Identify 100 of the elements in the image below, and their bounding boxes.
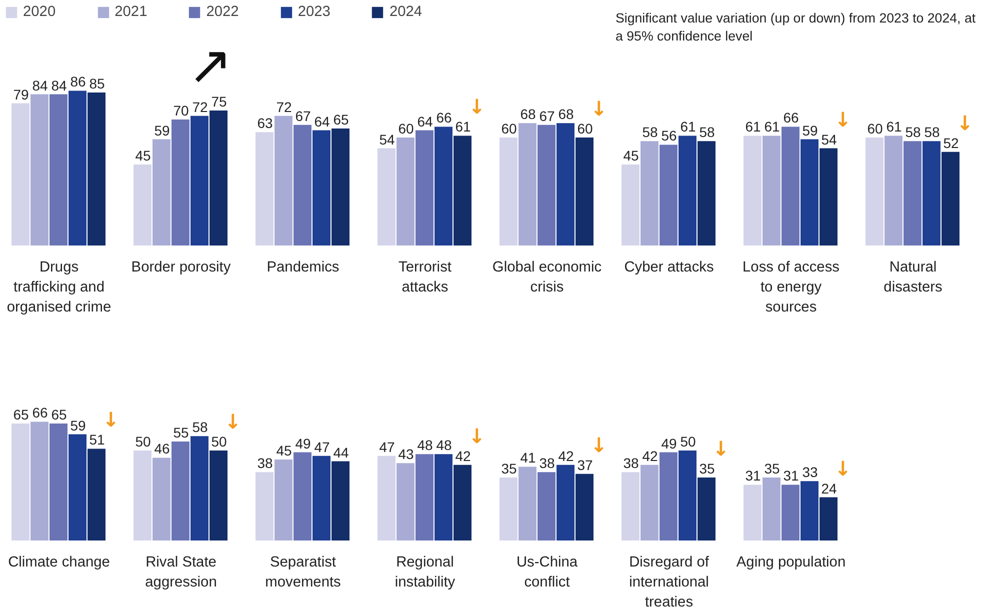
- data-label: 41: [520, 450, 536, 466]
- annotation: ↓: [468, 424, 486, 448]
- bar: [622, 164, 640, 246]
- bar: [640, 141, 658, 246]
- data-label: 49: [661, 435, 677, 452]
- data-label: 70: [173, 102, 189, 118]
- bar: [454, 136, 472, 246]
- bar: [396, 463, 414, 540]
- x-tick-label: Regional instability: [394, 554, 456, 590]
- data-label: 50: [211, 434, 227, 450]
- bar: [30, 94, 48, 246]
- bar: [256, 132, 274, 246]
- data-label: 66: [783, 110, 799, 126]
- bar: [538, 472, 556, 540]
- bar: [332, 128, 350, 246]
- data-label: 58: [905, 124, 921, 140]
- bar: [256, 472, 274, 540]
- annotation: ↓: [102, 408, 120, 432]
- bar: [152, 458, 170, 540]
- x-tick-label: Border porosity: [131, 260, 232, 276]
- bar: [294, 124, 312, 246]
- x-tick-label: Global economic crisis: [492, 260, 602, 296]
- bar: [782, 126, 800, 246]
- bar: [922, 141, 940, 246]
- data-label: 68: [558, 106, 574, 122]
- bar: [640, 464, 658, 540]
- annotation: ↓: [834, 107, 852, 132]
- data-label: 56: [661, 128, 677, 144]
- data-label: 46: [154, 440, 170, 457]
- data-label: 38: [539, 455, 555, 472]
- data-label: 86: [70, 74, 86, 90]
- data-label: 58: [642, 124, 658, 140]
- legend-label: 2021: [114, 4, 148, 20]
- data-label: 58: [192, 419, 208, 436]
- data-label: 60: [398, 120, 414, 136]
- data-label: 35: [764, 460, 780, 476]
- data-label: 58: [924, 124, 940, 140]
- data-label: 64: [314, 113, 330, 130]
- bar: [698, 478, 716, 540]
- bar: [678, 450, 696, 540]
- bar: [416, 130, 434, 246]
- data-label: 60: [501, 120, 517, 136]
- data-label: 84: [32, 77, 48, 94]
- bar: [866, 138, 884, 246]
- data-label: 66: [32, 404, 48, 421]
- x-tick-label: Cyber attacks: [624, 260, 714, 276]
- data-label: 72: [276, 98, 292, 115]
- bar: [50, 424, 68, 540]
- x-tick-label: Disregard of international treaties: [629, 554, 710, 610]
- data-label: 65: [333, 112, 349, 128]
- annotation: ↓: [834, 456, 852, 480]
- data-label: 64: [417, 113, 433, 130]
- data-label: 49: [295, 435, 311, 452]
- bar: [884, 136, 902, 246]
- data-label: 35: [501, 460, 517, 476]
- bar: [172, 120, 190, 246]
- text: Significant value variation (up or down) from 2023 to 2024, at a 95% confidence level: [616, 10, 976, 44]
- data-label: 61: [745, 118, 761, 135]
- annotation: ↓: [590, 432, 608, 457]
- bar: [274, 116, 292, 246]
- bar: [134, 164, 152, 246]
- data-label: 61: [455, 118, 471, 135]
- annotation: ↓: [956, 110, 974, 135]
- annotation: ↓: [224, 410, 242, 434]
- bar: [88, 448, 106, 540]
- bar: [556, 123, 574, 246]
- data-label: 54: [379, 131, 395, 148]
- bar: [698, 141, 716, 246]
- x-tick-label: Separatist movements: [265, 554, 341, 590]
- data-label: 45: [135, 148, 151, 164]
- bar: [190, 116, 208, 246]
- bar: [190, 436, 208, 540]
- x-tick-label: Us-China conflict: [516, 554, 578, 590]
- bar: [12, 103, 30, 246]
- legend-label: 2023: [298, 4, 330, 20]
- data-label: 50: [680, 434, 696, 450]
- data-label: 79: [13, 86, 29, 102]
- data-label: 59: [70, 417, 86, 434]
- bar: [678, 136, 696, 246]
- data-label: 37: [577, 456, 593, 473]
- bar: [800, 139, 818, 246]
- data-label: 31: [783, 468, 799, 484]
- data-label: 48: [436, 437, 452, 454]
- data-label: 68: [520, 106, 536, 122]
- bar: [396, 138, 414, 246]
- legend-label: 2024: [389, 4, 422, 20]
- bar: [312, 456, 330, 540]
- annotation: ↓: [590, 96, 608, 120]
- bar: [622, 472, 640, 540]
- bar: [820, 148, 838, 246]
- bar: [152, 139, 170, 246]
- bar: [660, 452, 678, 540]
- x-tick-label: Pandemics: [266, 260, 340, 276]
- data-label: 63: [257, 115, 273, 132]
- data-label: 43: [398, 446, 414, 462]
- bar: [134, 450, 152, 540]
- bar: [12, 424, 30, 540]
- bar: [518, 466, 536, 540]
- data-label: 31: [745, 468, 761, 484]
- data-label: 85: [89, 76, 105, 92]
